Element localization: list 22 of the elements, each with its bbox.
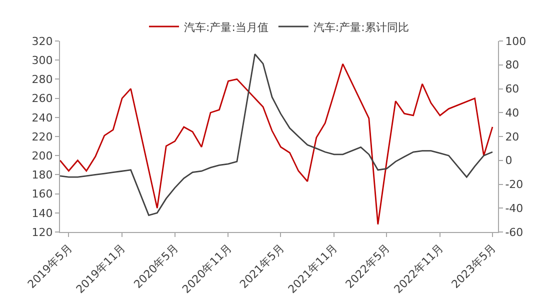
y-tick-label: 260: [32, 92, 53, 106]
y-tick-label: 240: [32, 111, 53, 124]
y-tick-label: 140: [32, 206, 53, 220]
y-tick-label: 160: [32, 188, 53, 201]
y2-tick-label: 40: [505, 106, 520, 120]
y-tick-label: 220: [32, 130, 53, 144]
y2-tick-label: -60: [505, 226, 524, 239]
y2-tick-label: -20: [505, 178, 524, 192]
y-tick-label: 300: [32, 54, 53, 67]
y2-tick-label: 100: [505, 34, 526, 48]
y-tick-label: 320: [32, 34, 53, 48]
y-tick-label: 180: [32, 168, 53, 182]
y2-tick-label: 0: [505, 154, 512, 168]
y2-tick-label: 80: [505, 58, 520, 72]
y-tick-label: 280: [32, 73, 53, 86]
legend-label: 汽车:产量:累计同比: [313, 20, 409, 34]
legend-label: 汽车:产量:当月值: [184, 20, 268, 34]
y2-tick-label: 60: [505, 82, 520, 96]
y-tick-label: 120: [32, 226, 53, 239]
y2-tick-label: 20: [505, 130, 520, 144]
y2-tick-label: -40: [505, 202, 524, 215]
y-tick-label: 200: [32, 149, 53, 162]
